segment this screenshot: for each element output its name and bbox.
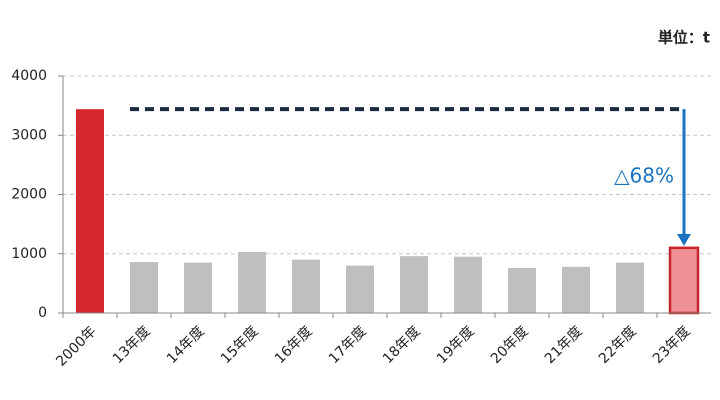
y-tick-label: 4000	[11, 68, 47, 84]
x-tick-label: 13年度	[110, 323, 154, 367]
bar	[76, 109, 104, 314]
x-tick-label: 17年度	[326, 323, 370, 367]
x-tick-label: 14年度	[164, 323, 208, 367]
x-tick-label: 21年度	[542, 323, 586, 367]
y-tick-label: 1000	[11, 246, 47, 262]
arrow-head	[677, 233, 691, 246]
bar	[668, 246, 700, 315]
bar	[508, 267, 536, 313]
unit-label: 単位：t	[658, 29, 710, 47]
y-tick-label: 0	[38, 305, 47, 321]
bar	[616, 262, 644, 313]
bar	[346, 265, 374, 313]
bar	[562, 266, 590, 313]
bar	[400, 256, 428, 313]
x-tick-label: 15年度	[218, 323, 262, 367]
x-tick-label: 22年度	[596, 323, 640, 367]
x-tick-label: 19年度	[434, 323, 478, 367]
bar	[238, 251, 266, 313]
bar	[184, 262, 212, 313]
x-tick-label: 16年度	[272, 323, 316, 367]
x-tick-label: 23年度	[650, 323, 694, 367]
y-tick-label: 2000	[11, 187, 47, 203]
y-tick-label: 3000	[11, 127, 47, 143]
x-tick-label: 2000年	[53, 323, 99, 369]
x-tick-label: 18年度	[380, 323, 424, 367]
bar	[130, 262, 158, 313]
bar	[292, 259, 320, 313]
annotation: △68%	[614, 164, 674, 188]
bar	[454, 256, 482, 313]
x-tick-label: 20年度	[488, 323, 532, 367]
